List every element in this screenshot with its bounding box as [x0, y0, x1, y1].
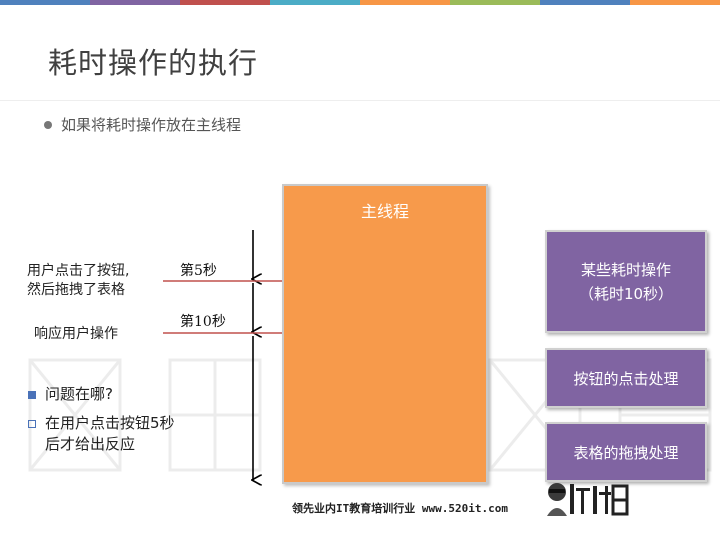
color-segment — [360, 0, 450, 5]
color-segment — [180, 0, 270, 5]
main-thread-label: 主线程 — [360, 202, 409, 221]
main-thread-box: 主线程 — [282, 184, 488, 484]
filled-square-bullet-icon — [28, 391, 36, 399]
task-button-click-label: 按钮的点击处理 — [573, 369, 679, 388]
slide-title: 耗时操作的执行 — [48, 46, 259, 80]
question-bullet: 问题在哪? — [28, 384, 113, 405]
event-response-label: 响应用户操作 — [34, 326, 118, 342]
title-divider — [0, 100, 720, 101]
time-label-10s: 第10秒 — [180, 314, 226, 330]
task-box-table-drag: 表格的拖拽处理 — [545, 422, 707, 482]
hollow-square-bullet-icon — [28, 420, 36, 428]
event-click-drag-line2: 然后拖拽了表格 — [27, 282, 125, 298]
bullet-dot-icon — [44, 120, 52, 129]
question-text: 问题在哪? — [45, 385, 113, 403]
event-click-drag-line1: 用户点击了按钮, — [27, 263, 130, 279]
background-watermark — [28, 358, 712, 472]
footer-slogan: 领先业内IT教育培训行业 www.520it.com — [292, 502, 508, 515]
color-segment — [270, 0, 360, 5]
task-box-long-operation: 某些耗时操作 （耗时10秒） — [545, 230, 707, 333]
answer-bullet: 在用户点击按钮5秒 后才给出反应 — [28, 413, 175, 455]
answer-text-line1: 在用户点击按钮5秒 — [45, 414, 175, 432]
task-long-operation-line1: 某些耗时操作 — [580, 261, 671, 279]
task-table-drag-label: 表格的拖拽处理 — [573, 443, 679, 462]
answer-text-line2: 后才给出反应 — [45, 435, 136, 453]
time-label-5s: 第5秒 — [180, 263, 217, 279]
color-segment — [90, 0, 180, 5]
mascot-logo-icon — [547, 483, 629, 516]
color-segment — [630, 0, 720, 5]
main-bullet-text: 如果将耗时操作放在主线程 — [61, 116, 242, 134]
top-color-bar — [0, 0, 720, 5]
color-segment — [450, 0, 540, 5]
task-box-button-click: 按钮的点击处理 — [545, 348, 707, 408]
color-segment — [540, 0, 630, 5]
color-segment — [0, 0, 90, 5]
event-click-drag-label: 用户点击了按钮, 然后拖拽了表格 — [27, 262, 129, 300]
task-long-operation-line2: （耗时10秒） — [578, 285, 674, 303]
main-bullet: 如果将耗时操作放在主线程 — [44, 114, 241, 135]
